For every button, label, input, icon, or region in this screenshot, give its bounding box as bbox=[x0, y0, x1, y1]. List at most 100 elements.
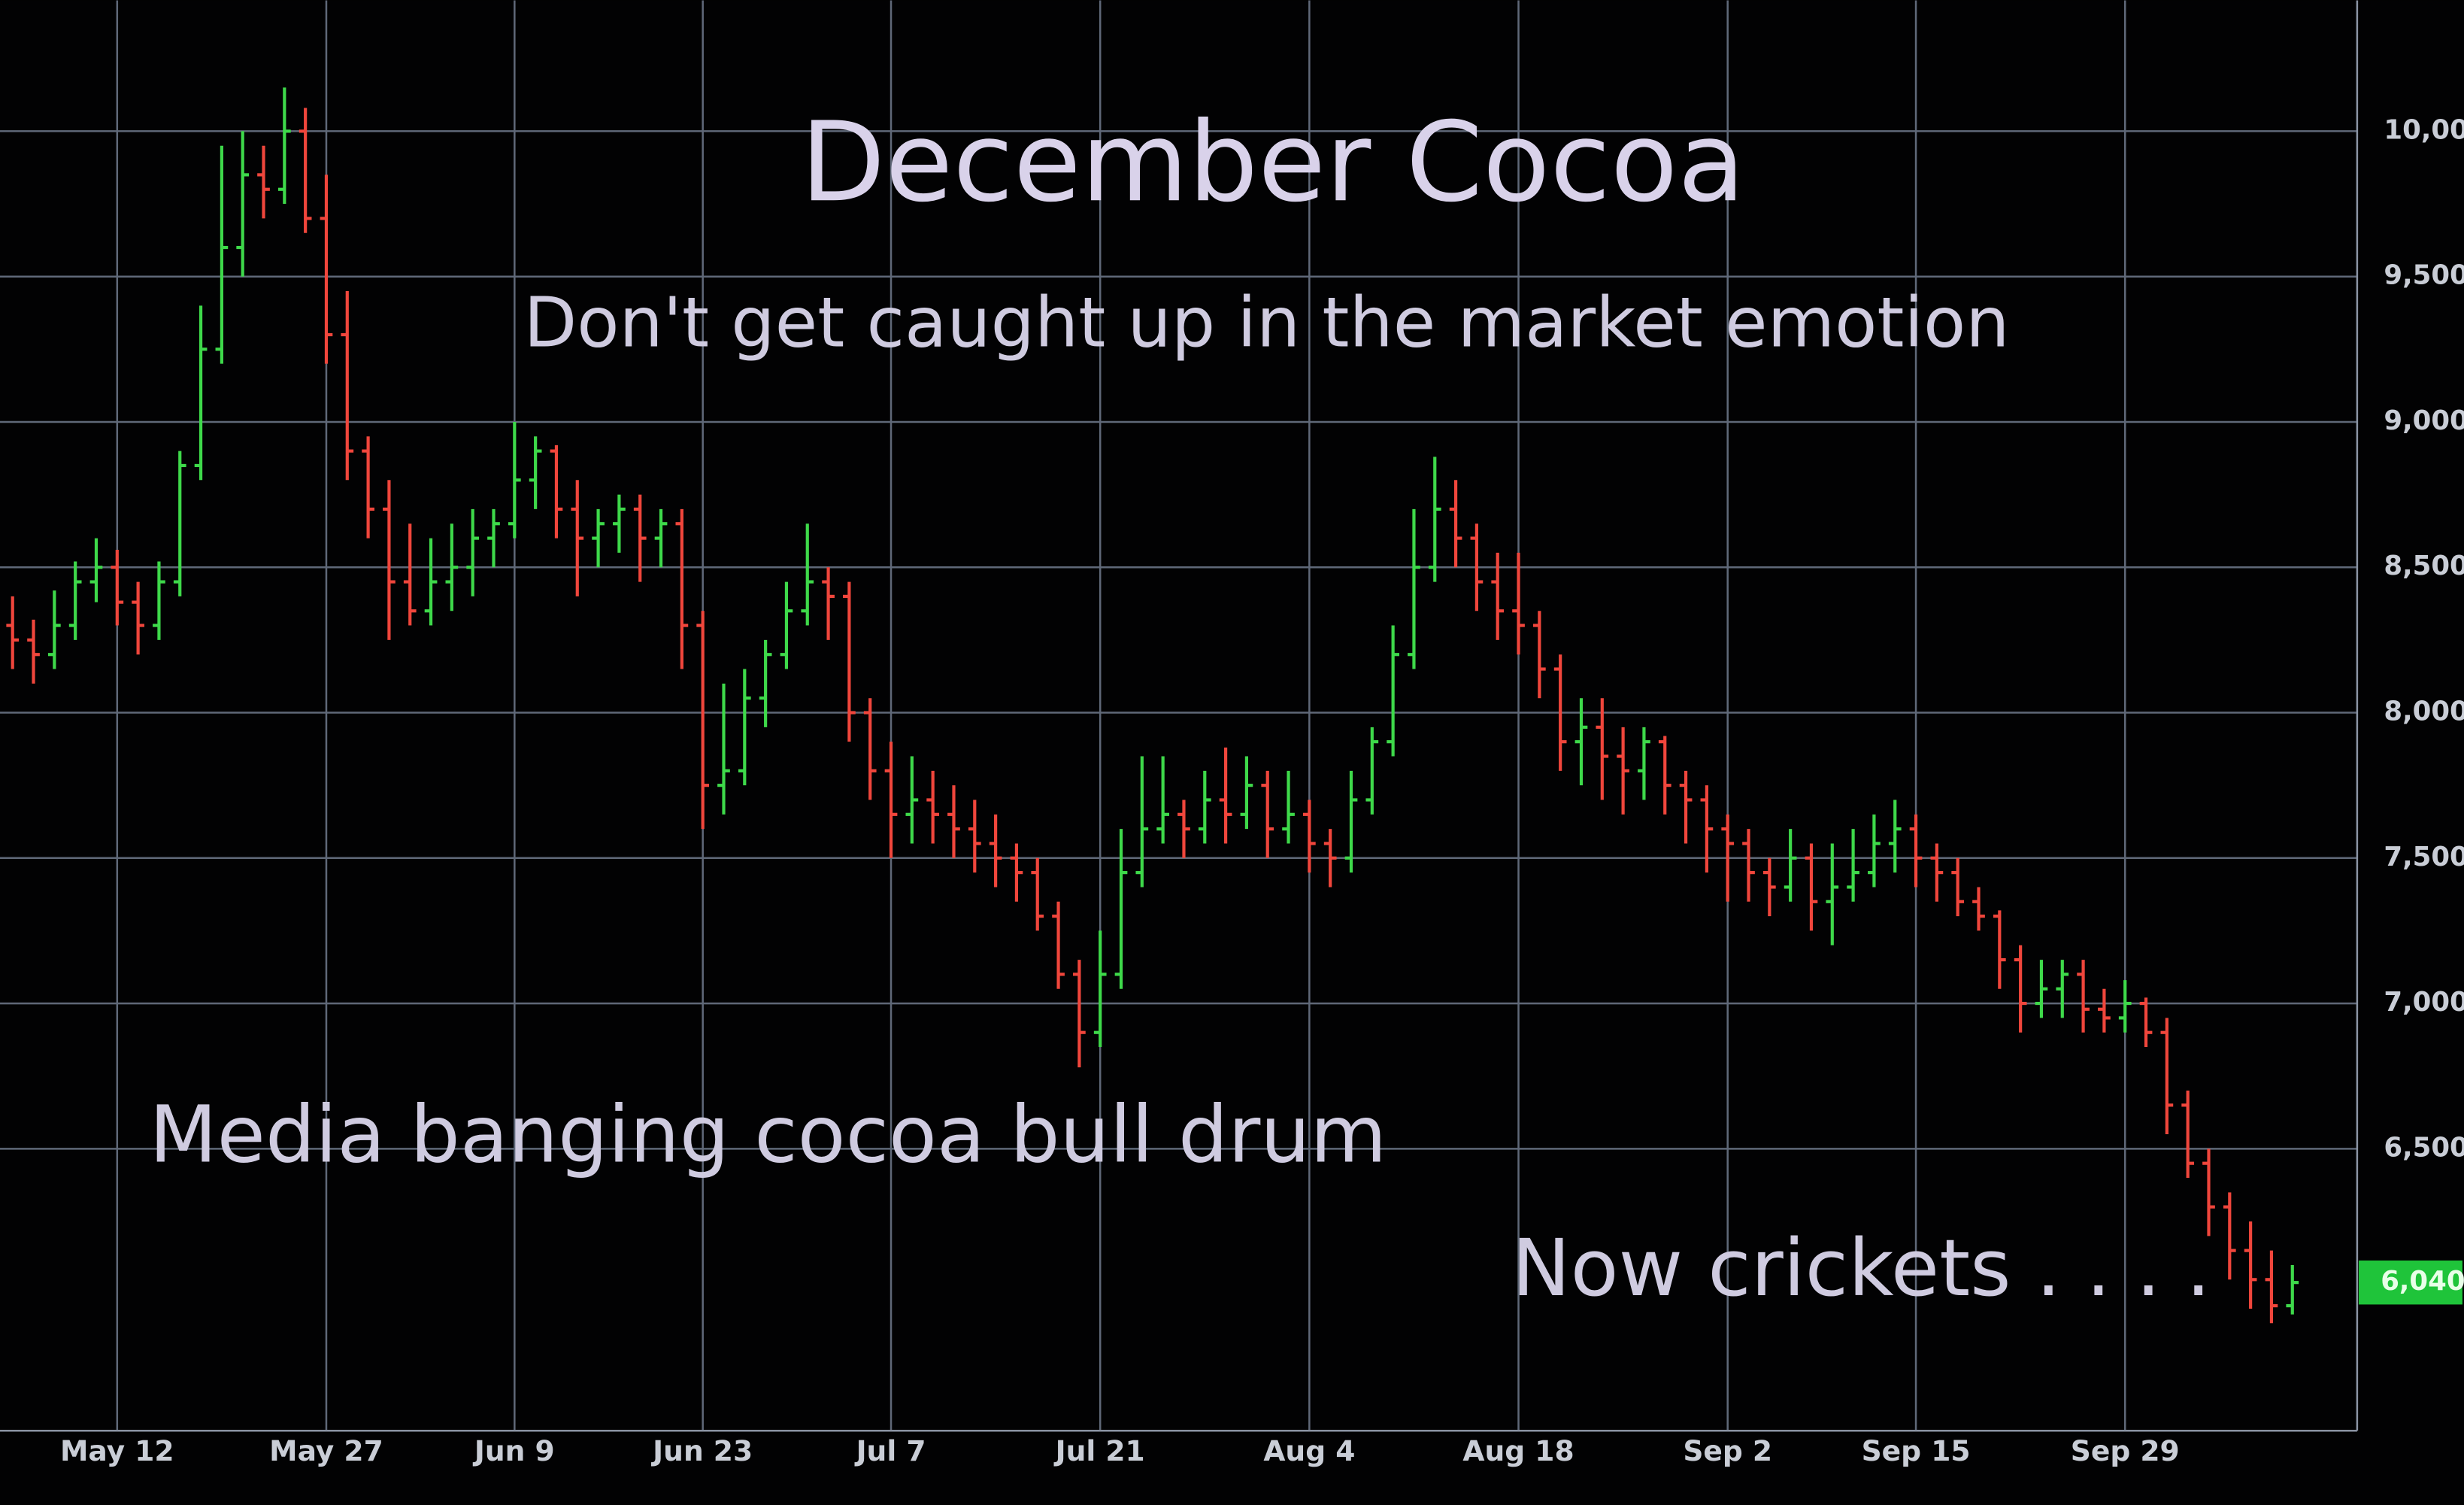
ohlc-bar bbox=[362, 436, 374, 539]
ohlc-bar bbox=[1993, 910, 2006, 989]
ohlc-bar bbox=[780, 581, 793, 669]
ohlc-bar bbox=[675, 508, 689, 669]
ohlc-bar bbox=[1240, 756, 1253, 830]
ohlc-bar bbox=[2160, 1018, 2174, 1135]
x-tick-label: Jun 9 bbox=[472, 1434, 555, 1467]
ohlc-bar bbox=[1261, 770, 1274, 858]
ohlc-bar bbox=[215, 145, 229, 364]
ohlc-bar bbox=[403, 523, 417, 626]
ohlc-bar bbox=[550, 445, 563, 539]
ohlc-bar bbox=[1408, 508, 1420, 669]
ohlc-bar bbox=[1868, 814, 1881, 888]
ohlc-bar bbox=[926, 770, 940, 844]
ohlc-bar bbox=[89, 538, 103, 602]
ohlc-bar bbox=[299, 108, 312, 233]
ohlc-bar bbox=[153, 561, 165, 640]
ohlc-bar bbox=[320, 174, 333, 364]
bars bbox=[6, 87, 2299, 1324]
ohlc-bar bbox=[2098, 988, 2111, 1033]
ohlc-bar bbox=[1679, 770, 1693, 844]
ohlc-bar bbox=[633, 494, 647, 582]
ohlc-bar bbox=[1303, 800, 1316, 873]
ohlc-bar bbox=[2139, 997, 2153, 1048]
ohlc-bar bbox=[654, 508, 668, 568]
ohlc-bar bbox=[1073, 960, 1086, 1068]
x-tick-label: May 12 bbox=[60, 1434, 174, 1467]
ohlc-bar bbox=[1323, 829, 1337, 888]
y-tick-label: 7,500 bbox=[2384, 842, 2464, 872]
ohlc-bar bbox=[1721, 814, 1735, 902]
x-tick-label: Sep 2 bbox=[1683, 1434, 1772, 1467]
ohlc-bar bbox=[487, 508, 500, 568]
y-tick-label: 9,500 bbox=[2384, 260, 2464, 291]
ohlc-bar bbox=[2077, 960, 2090, 1033]
ohlc-bar bbox=[1784, 829, 1797, 902]
x-tick-label: Jul 7 bbox=[854, 1434, 926, 1467]
ohlc-bar bbox=[2014, 945, 2027, 1033]
y-tick-label: 6,500 bbox=[2384, 1132, 2464, 1163]
ohlc-bar bbox=[508, 421, 521, 539]
last-price-label: 6,040 bbox=[2381, 1266, 2464, 1297]
x-tick-label: Aug 4 bbox=[1263, 1434, 1355, 1467]
ohlc-bar bbox=[2118, 980, 2132, 1033]
ohlc-bar bbox=[1031, 857, 1044, 931]
ohlc-bar bbox=[1658, 736, 1671, 815]
ohlc-bar bbox=[277, 87, 291, 205]
ohlc-bar bbox=[341, 291, 354, 481]
chart-subtitle: Don't get caught up in the market emotio… bbox=[523, 283, 2009, 363]
ohlc-bar bbox=[1553, 654, 1567, 771]
ohlc-bar bbox=[1428, 457, 1441, 582]
ohlc-bar bbox=[1826, 843, 1839, 945]
x-tick-label: Sep 15 bbox=[1862, 1434, 1971, 1467]
ohlc-bar bbox=[424, 538, 438, 626]
ohlc-bar bbox=[1972, 887, 1985, 931]
ohlc-bar bbox=[445, 523, 459, 611]
ohlc-bar bbox=[1888, 800, 1902, 873]
ohlc-bar bbox=[1219, 747, 1232, 844]
ohlc-bar bbox=[2223, 1192, 2236, 1280]
ohlc-bar bbox=[383, 480, 396, 640]
annotation: Now crickets . . . . bbox=[1512, 1222, 2211, 1314]
ohlc-bar bbox=[6, 596, 20, 669]
ohlc-bar bbox=[2202, 1148, 2215, 1236]
ohlc-bar bbox=[801, 523, 814, 626]
ohlc-bar bbox=[27, 619, 40, 684]
ohlc-bar bbox=[1282, 770, 1295, 844]
ohlc-bar bbox=[1638, 727, 1650, 800]
ohlc-bar bbox=[717, 683, 730, 815]
ohlc-bar bbox=[822, 567, 835, 640]
ohlc-bar bbox=[1574, 698, 1588, 786]
ohlc-bar bbox=[1909, 814, 1923, 888]
ohlc-bar bbox=[1742, 829, 1755, 902]
ohlc-bar bbox=[132, 581, 144, 655]
ohlc-bar bbox=[1093, 930, 1107, 1048]
ohlc-bar bbox=[1344, 770, 1358, 873]
ohlc-bar bbox=[2244, 1221, 2257, 1309]
y-tick-label: 10,000 bbox=[2384, 114, 2464, 145]
ohlc-bar bbox=[1762, 857, 1776, 917]
ohlc-bar bbox=[1512, 552, 1525, 655]
grid bbox=[0, 0, 2357, 1431]
ohlc-bar bbox=[236, 131, 250, 277]
ohlc-bar bbox=[1532, 611, 1546, 699]
ohlc-bar bbox=[1491, 552, 1505, 640]
ohlc-bar bbox=[257, 145, 270, 219]
x-tick-label: Aug 18 bbox=[1462, 1434, 1574, 1467]
ohlc-bar bbox=[1449, 480, 1462, 568]
ohlc-bar bbox=[947, 785, 960, 858]
ohlc-bar bbox=[759, 639, 772, 727]
y-tick-label: 7,000 bbox=[2384, 987, 2464, 1018]
ohlc-bar bbox=[843, 581, 856, 742]
ohlc-bar bbox=[2056, 960, 2069, 1018]
ohlc-bar bbox=[884, 742, 898, 858]
annotation: Media banging cocoa bull drum bbox=[150, 1088, 1387, 1180]
y-tick-label: 8,000 bbox=[2384, 696, 2464, 727]
ohlc-bar bbox=[68, 561, 82, 640]
ohlc-bar bbox=[529, 436, 542, 509]
ohlc-bar bbox=[571, 480, 584, 596]
ohlc-bar bbox=[2035, 960, 2048, 1018]
x-tick-label: Sep 29 bbox=[2071, 1434, 2180, 1467]
ohlc-bar bbox=[1847, 829, 1859, 902]
ohlc-bar bbox=[1387, 625, 1399, 757]
